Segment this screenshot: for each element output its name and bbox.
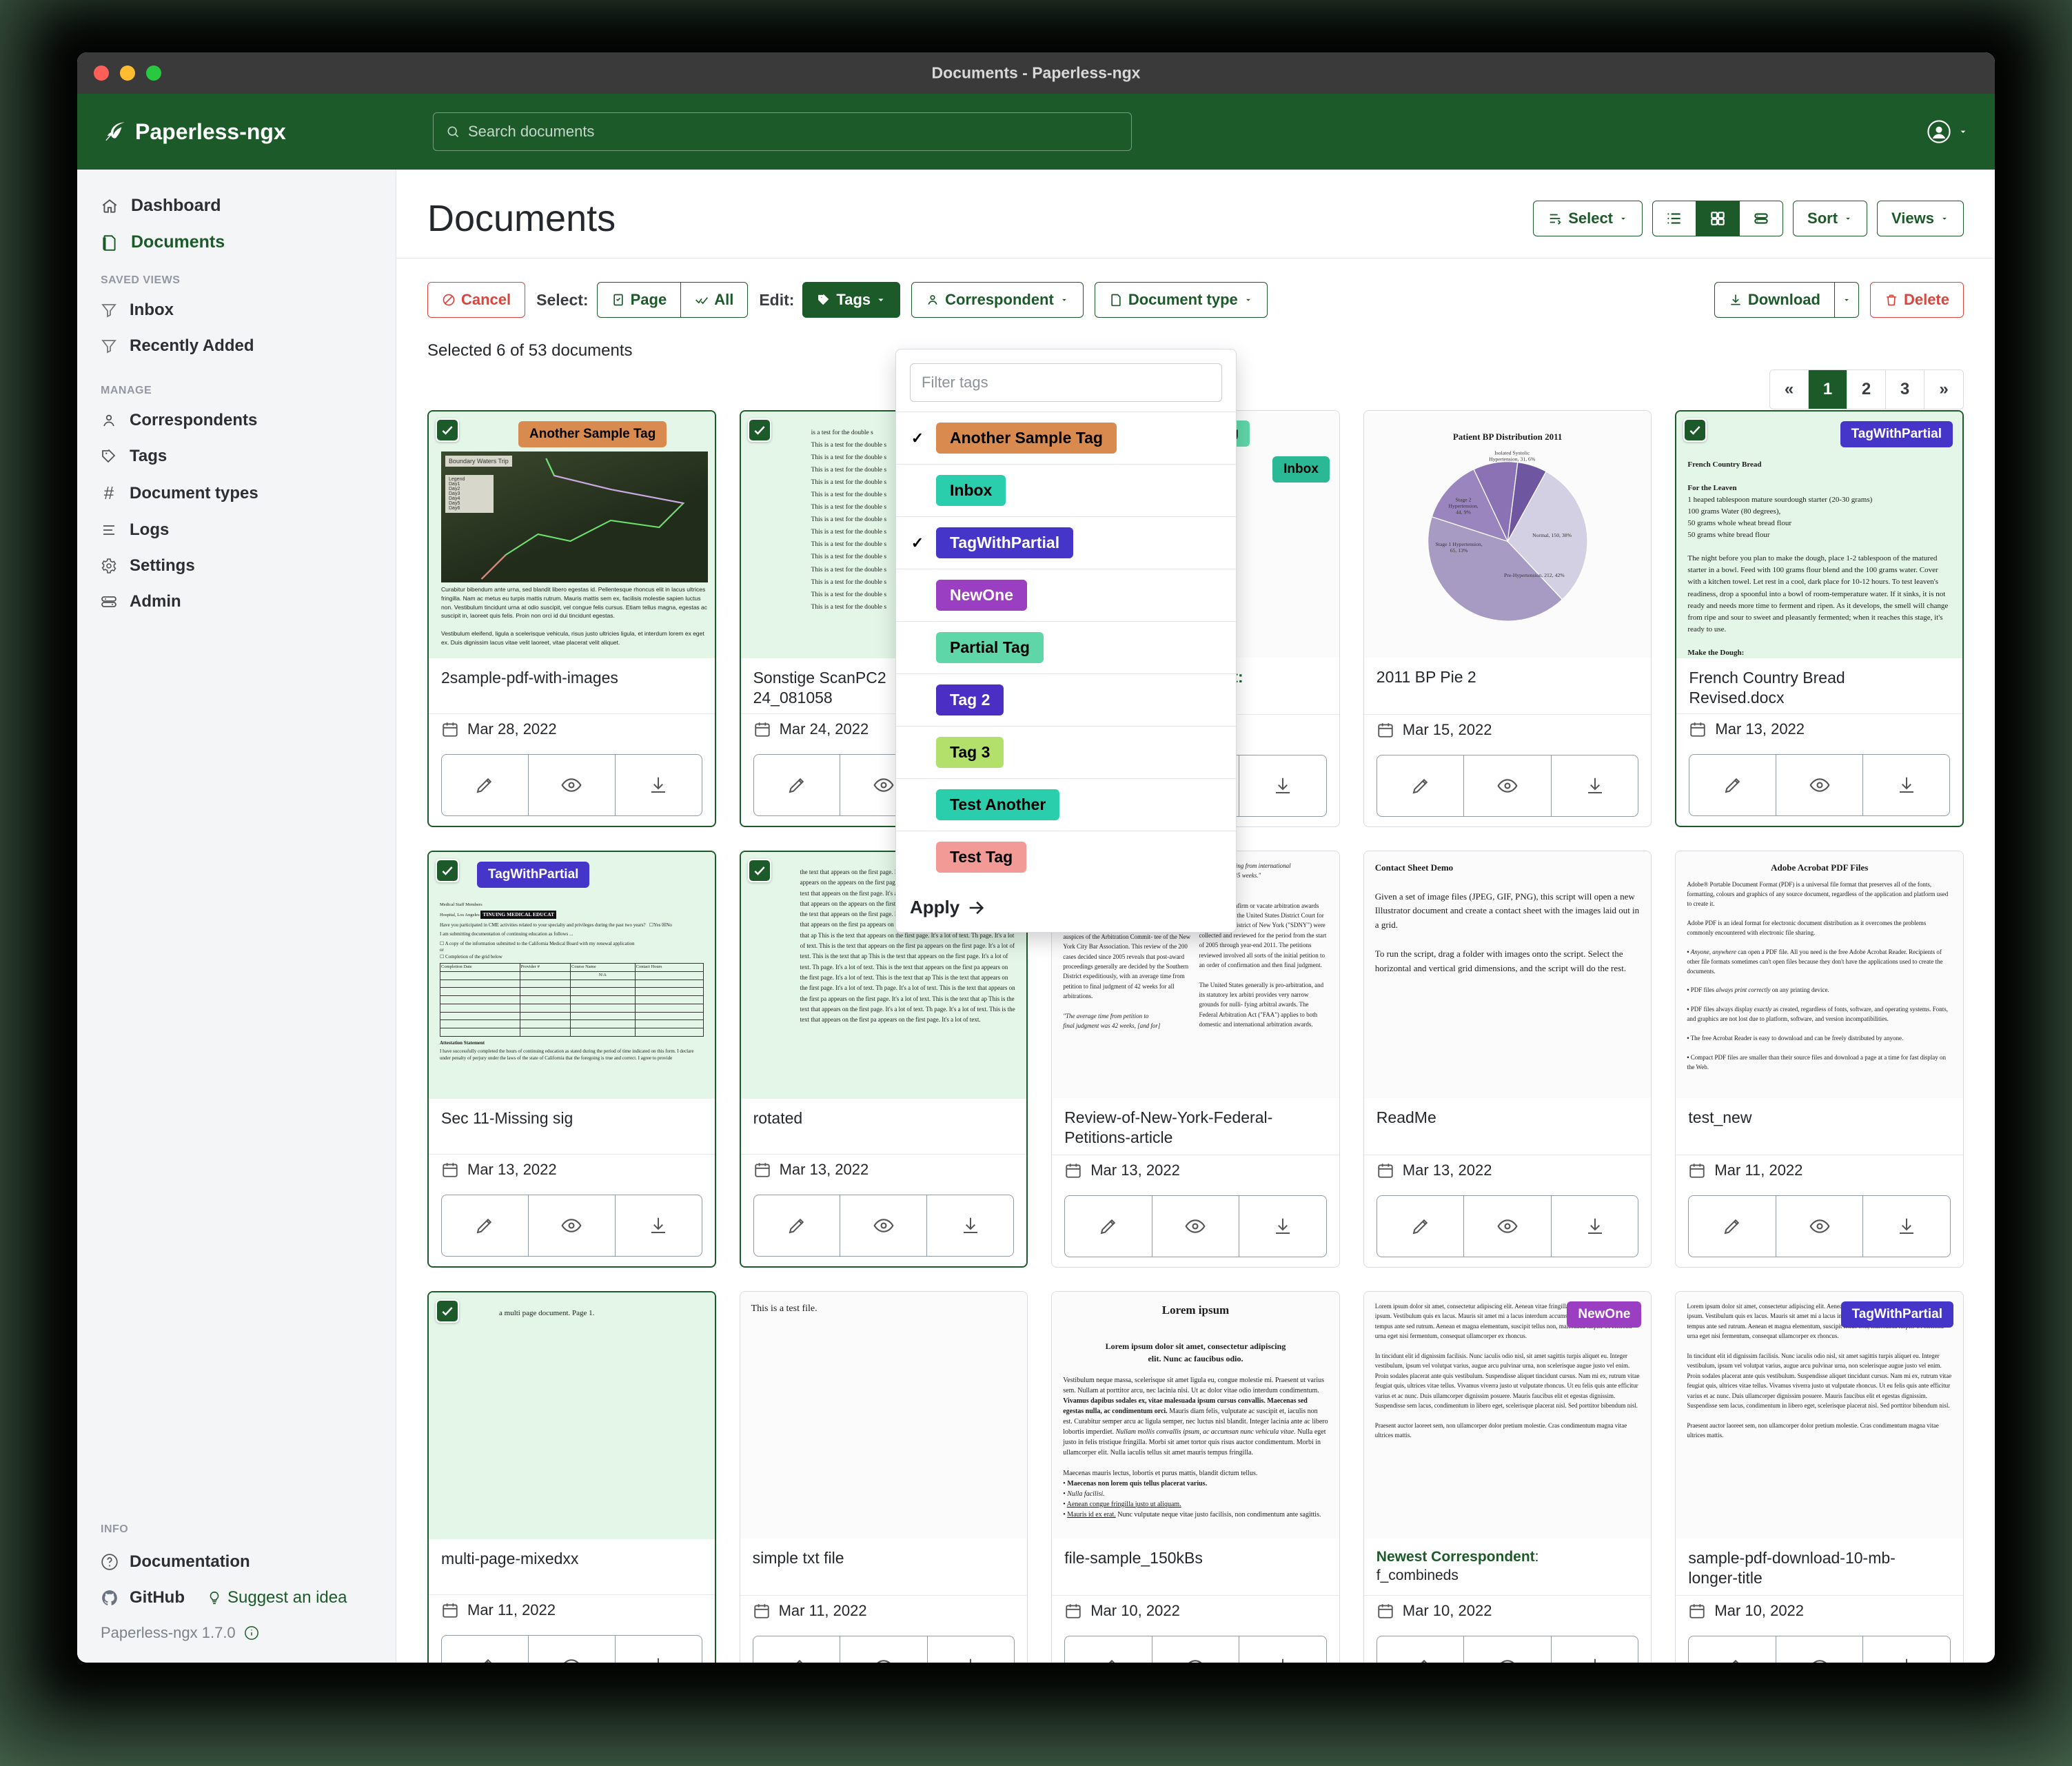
svg-text:Pre-Hypertension, 212, 42%: Pre-Hypertension, 212, 42% — [1504, 571, 1565, 578]
svg-text:Stage 1 Hypertension,: Stage 1 Hypertension, — [1435, 540, 1482, 547]
svg-text:Hypertension, 31, 6%: Hypertension, 31, 6% — [1489, 456, 1536, 462]
svg-text:Hypertension,: Hypertension, — [1448, 503, 1479, 509]
svg-text:65, 13%: 65, 13% — [1450, 547, 1468, 553]
svg-text:Stage 2: Stage 2 — [1455, 496, 1471, 503]
svg-text:Normal, 150, 38%: Normal, 150, 38% — [1532, 532, 1572, 538]
svg-text:Isolated Systolic: Isolated Systolic — [1494, 449, 1530, 456]
svg-text:44, 9%: 44, 9% — [1456, 509, 1471, 515]
